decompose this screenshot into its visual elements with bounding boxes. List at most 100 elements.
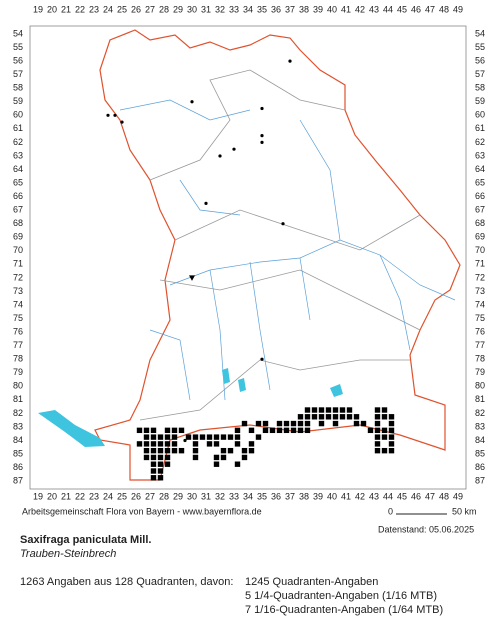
column-label: 34 xyxy=(243,491,253,501)
occurrence-square xyxy=(213,454,220,461)
row-label: 67 xyxy=(475,205,485,215)
occurrence-dot xyxy=(190,100,194,104)
column-label: 49 xyxy=(453,4,463,14)
row-label: 70 xyxy=(475,245,485,255)
occurrence-triangle xyxy=(189,275,195,281)
column-label: 35 xyxy=(257,491,267,501)
occurrence-square xyxy=(213,441,220,447)
row-label: 83 xyxy=(13,421,23,431)
row-label: 71 xyxy=(475,259,485,269)
occurrence-square xyxy=(171,447,178,454)
column-label: 24 xyxy=(103,491,113,501)
occurrence-square xyxy=(297,420,304,427)
occurrence-square xyxy=(164,441,171,447)
column-label: 26 xyxy=(131,4,141,14)
row-label: 79 xyxy=(475,367,485,377)
column-label: 37 xyxy=(285,491,295,501)
row-label: 56 xyxy=(13,55,23,65)
occurrence-dot xyxy=(218,154,222,158)
row-label: 66 xyxy=(13,191,23,201)
occurrence-dot xyxy=(232,147,236,151)
occurrence-dot xyxy=(204,201,208,205)
occurrence-square xyxy=(171,427,178,434)
row-label: 71 xyxy=(13,259,23,269)
row-label: 87 xyxy=(13,476,23,486)
column-label: 19 xyxy=(33,4,43,14)
column-label: 19 xyxy=(33,491,43,501)
occurrence-square xyxy=(220,434,227,440)
row-label: 62 xyxy=(475,137,485,147)
occurrence-square xyxy=(318,414,325,420)
occurrence-square xyxy=(262,420,269,427)
column-label: 42 xyxy=(355,4,365,14)
column-label: 41 xyxy=(341,4,351,14)
count-line: 7 1/16-Quadranten-Angaben (1/64 MTB) xyxy=(245,604,443,616)
row-label: 62 xyxy=(13,137,23,147)
occurrence-square xyxy=(164,461,171,467)
row-label: 85 xyxy=(475,448,485,458)
occurrence-square xyxy=(234,434,241,440)
occurrence-square xyxy=(388,427,395,434)
occurrence-square xyxy=(241,420,248,427)
occurrence-square xyxy=(318,407,325,413)
occurrence-square xyxy=(157,447,164,454)
occurrence-square xyxy=(248,441,255,447)
occurrence-square xyxy=(255,434,262,440)
occurrence-square xyxy=(150,475,157,481)
occurrence-square xyxy=(248,447,255,454)
occurrence-square xyxy=(374,414,381,420)
occurrence-dot xyxy=(260,140,264,144)
count-line: 1245 Quadranten-Angaben xyxy=(245,576,378,588)
row-label: 82 xyxy=(13,408,23,418)
count-line: 5 1/4-Quadranten-Angaben (1/16 MTB) xyxy=(245,590,437,602)
column-label: 25 xyxy=(117,4,127,14)
row-label: 75 xyxy=(13,313,23,323)
column-label: 39 xyxy=(313,4,323,14)
occurrence-square xyxy=(290,420,297,427)
column-label: 36 xyxy=(271,4,281,14)
column-label: 26 xyxy=(131,491,141,501)
column-label: 38 xyxy=(299,4,309,14)
occurrence-square xyxy=(150,468,157,474)
row-label: 69 xyxy=(475,232,485,242)
column-label: 21 xyxy=(61,491,71,501)
column-label: 25 xyxy=(117,491,127,501)
occurrence-square xyxy=(171,434,178,440)
row-label: 66 xyxy=(475,191,485,201)
column-label: 44 xyxy=(383,491,393,501)
occurrence-square xyxy=(276,427,283,434)
occurrence-square xyxy=(388,420,395,427)
row-label: 82 xyxy=(475,408,485,418)
occurrence-square xyxy=(227,434,234,440)
occurrence-square xyxy=(192,447,199,454)
row-label: 67 xyxy=(13,205,23,215)
map-frame xyxy=(29,25,467,490)
row-label: 73 xyxy=(475,286,485,296)
occurrence-square xyxy=(206,434,213,440)
occurrence-square xyxy=(234,441,241,447)
occurrence-square xyxy=(276,420,283,427)
row-label: 61 xyxy=(475,123,485,133)
column-label: 27 xyxy=(145,491,155,501)
row-label: 73 xyxy=(13,286,23,296)
column-label: 23 xyxy=(89,4,99,14)
occurrence-square xyxy=(164,454,171,461)
occurrence-square xyxy=(311,414,318,420)
column-label: 46 xyxy=(411,4,421,14)
row-label: 69 xyxy=(13,232,23,242)
occurrence-square xyxy=(248,427,255,434)
column-label: 24 xyxy=(103,4,113,14)
occurrence-square xyxy=(164,447,171,454)
row-label: 79 xyxy=(13,367,23,377)
occurrence-square xyxy=(304,407,311,413)
column-label: 22 xyxy=(75,4,85,14)
row-label: 78 xyxy=(13,354,23,364)
row-label: 72 xyxy=(13,272,23,282)
occurrence-square xyxy=(213,434,220,440)
occurrence-dot xyxy=(183,438,187,443)
occurrence-square xyxy=(388,441,395,447)
row-label: 68 xyxy=(13,218,23,228)
row-label: 72 xyxy=(475,272,485,282)
occurrence-dot xyxy=(260,106,264,111)
